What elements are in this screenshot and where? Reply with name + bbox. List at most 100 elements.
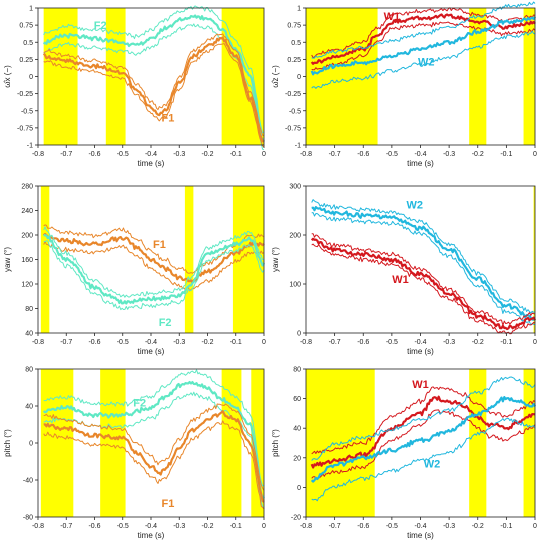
y-tick-label: 80 bbox=[293, 367, 301, 374]
x-axis-label: time (s) bbox=[407, 531, 434, 540]
x-tick-label: -0.4 bbox=[145, 151, 157, 158]
series-upper-W1 bbox=[311, 7, 536, 59]
series-line-W2 bbox=[310, 396, 536, 483]
shaded-interval bbox=[43, 8, 78, 145]
shaded-interval bbox=[40, 186, 50, 333]
x-tick-label: -0.8 bbox=[32, 523, 44, 530]
x-tick-label: 0 bbox=[533, 339, 537, 346]
x-tick-label: 0 bbox=[262, 339, 266, 346]
x-tick-label: -0.7 bbox=[60, 523, 72, 530]
series-label-F1: F1 bbox=[162, 498, 175, 510]
y-axis-label: yaw (°) bbox=[271, 247, 280, 272]
series-upper-W2 bbox=[311, 376, 536, 461]
series-upper-F1 bbox=[43, 33, 265, 136]
panel-tr: -0.8 -0.7 -0.6 -0.5 -0.4 -0.3 -0.2 -0.1 0 -1 -0.75… bbox=[271, 1, 537, 168]
shaded-interval bbox=[523, 8, 535, 145]
x-tick-label: -0.8 bbox=[300, 151, 312, 158]
x-tick-label: -0.5 bbox=[386, 523, 398, 530]
y-tick-label: 0 bbox=[297, 485, 301, 492]
x-tick-label: -0.1 bbox=[230, 523, 242, 530]
y-tick-label: -1 bbox=[27, 143, 33, 150]
x-tick-label: -0.2 bbox=[472, 339, 484, 346]
y-tick-label: -0.25 bbox=[285, 91, 301, 98]
y-tick-label: 0 bbox=[29, 74, 33, 81]
series-line-F1 bbox=[43, 410, 265, 503]
series-line-F2 bbox=[43, 233, 265, 305]
x-tick-label: -0.8 bbox=[300, 523, 312, 530]
x-tick-label: -0.1 bbox=[500, 151, 512, 158]
series-label-F2: F2 bbox=[94, 20, 107, 32]
y-tick-label: -0.25 bbox=[17, 91, 33, 98]
shaded-interval bbox=[306, 8, 378, 145]
y-tick-label: 200 bbox=[21, 233, 33, 240]
x-tick-label: -0.2 bbox=[472, 151, 484, 158]
y-tick-label: 20 bbox=[293, 455, 301, 462]
series-lower-W1 bbox=[311, 409, 536, 479]
x-tick-label: -0.5 bbox=[386, 151, 398, 158]
series-label-F2: F2 bbox=[133, 397, 146, 409]
x-tick-label: -0.4 bbox=[414, 151, 426, 158]
y-tick-label: 0.25 bbox=[287, 57, 301, 64]
y-tick-label: 200 bbox=[289, 233, 301, 240]
x-axis-label: time (s) bbox=[407, 347, 434, 356]
shaded-interval bbox=[469, 369, 487, 517]
x-axis-label: time (s) bbox=[138, 159, 165, 168]
y-tick-label: 100 bbox=[289, 282, 301, 289]
x-tick-label: -0.3 bbox=[443, 339, 455, 346]
shaded-interval bbox=[232, 186, 264, 333]
y-axis-label: pitch (°) bbox=[271, 429, 280, 457]
x-tick-label: -0.7 bbox=[329, 151, 341, 158]
x-tick-label: -0.5 bbox=[117, 523, 129, 530]
y-tick-label: 80 bbox=[25, 306, 33, 313]
x-tick-label: -0.3 bbox=[443, 523, 455, 530]
panel-mr: -0.8 -0.7 -0.6 -0.5 -0.4 -0.3 -0.2 -0.1 0 0 100 200… bbox=[271, 184, 537, 357]
series-line-F1 bbox=[42, 232, 265, 284]
y-axis-label: ω̂z (−) bbox=[271, 65, 280, 88]
series-line-F2 bbox=[42, 380, 265, 499]
x-tick-label: -0.3 bbox=[173, 339, 185, 346]
y-tick-label: -40 bbox=[23, 478, 33, 485]
y-tick-label: 300 bbox=[289, 184, 301, 191]
series-upper-F1 bbox=[43, 403, 265, 491]
shaded-interval bbox=[100, 369, 126, 517]
x-tick-label: -0.8 bbox=[32, 151, 44, 158]
x-tick-label: -0.5 bbox=[386, 339, 398, 346]
y-tick-label: 1 bbox=[29, 6, 33, 13]
x-tick-label: -0.4 bbox=[414, 523, 426, 530]
series-label-W2: W2 bbox=[418, 56, 435, 68]
y-tick-label: 40 bbox=[25, 404, 33, 411]
shaded-interval bbox=[523, 369, 535, 517]
y-tick-label: 0.5 bbox=[23, 40, 33, 47]
y-tick-label: 0.5 bbox=[291, 40, 301, 47]
x-tick-label: -0.4 bbox=[145, 339, 157, 346]
x-tick-label: 0 bbox=[262, 523, 266, 530]
shaded-interval bbox=[40, 369, 74, 517]
y-tick-label: -1 bbox=[295, 143, 301, 150]
x-tick-label: -0.8 bbox=[32, 339, 44, 346]
series-upper-F2 bbox=[43, 5, 265, 134]
series-label-W2: W2 bbox=[407, 200, 424, 212]
series-lower-W2 bbox=[311, 30, 536, 89]
x-tick-label: -0.6 bbox=[88, 523, 100, 530]
x-tick-label: -0.6 bbox=[88, 339, 100, 346]
y-axis-label: ω̂x (−) bbox=[3, 65, 12, 88]
series-lower-F1 bbox=[43, 420, 265, 510]
x-tick-label: -0.1 bbox=[230, 151, 242, 158]
series-lower-W2 bbox=[311, 212, 536, 326]
y-tick-label: 280 bbox=[21, 184, 33, 191]
series-label-F1: F1 bbox=[153, 239, 166, 251]
y-tick-label: -0.75 bbox=[285, 125, 301, 132]
series-upper-W2 bbox=[311, 1, 536, 59]
y-tick-label: 0.25 bbox=[19, 57, 33, 64]
x-tick-label: -0.2 bbox=[472, 523, 484, 530]
x-tick-label: -0.6 bbox=[357, 523, 369, 530]
y-tick-label: 240 bbox=[21, 208, 33, 215]
series-label-F2: F2 bbox=[159, 317, 172, 329]
x-tick-label: -0.7 bbox=[329, 339, 341, 346]
x-tick-label: 0 bbox=[533, 523, 537, 530]
shaded-interval bbox=[221, 369, 242, 517]
x-tick-label: -0.1 bbox=[230, 339, 242, 346]
series-lower-W1 bbox=[311, 243, 536, 335]
x-tick-label: -0.2 bbox=[201, 523, 213, 530]
x-tick-label: -0.6 bbox=[88, 151, 100, 158]
